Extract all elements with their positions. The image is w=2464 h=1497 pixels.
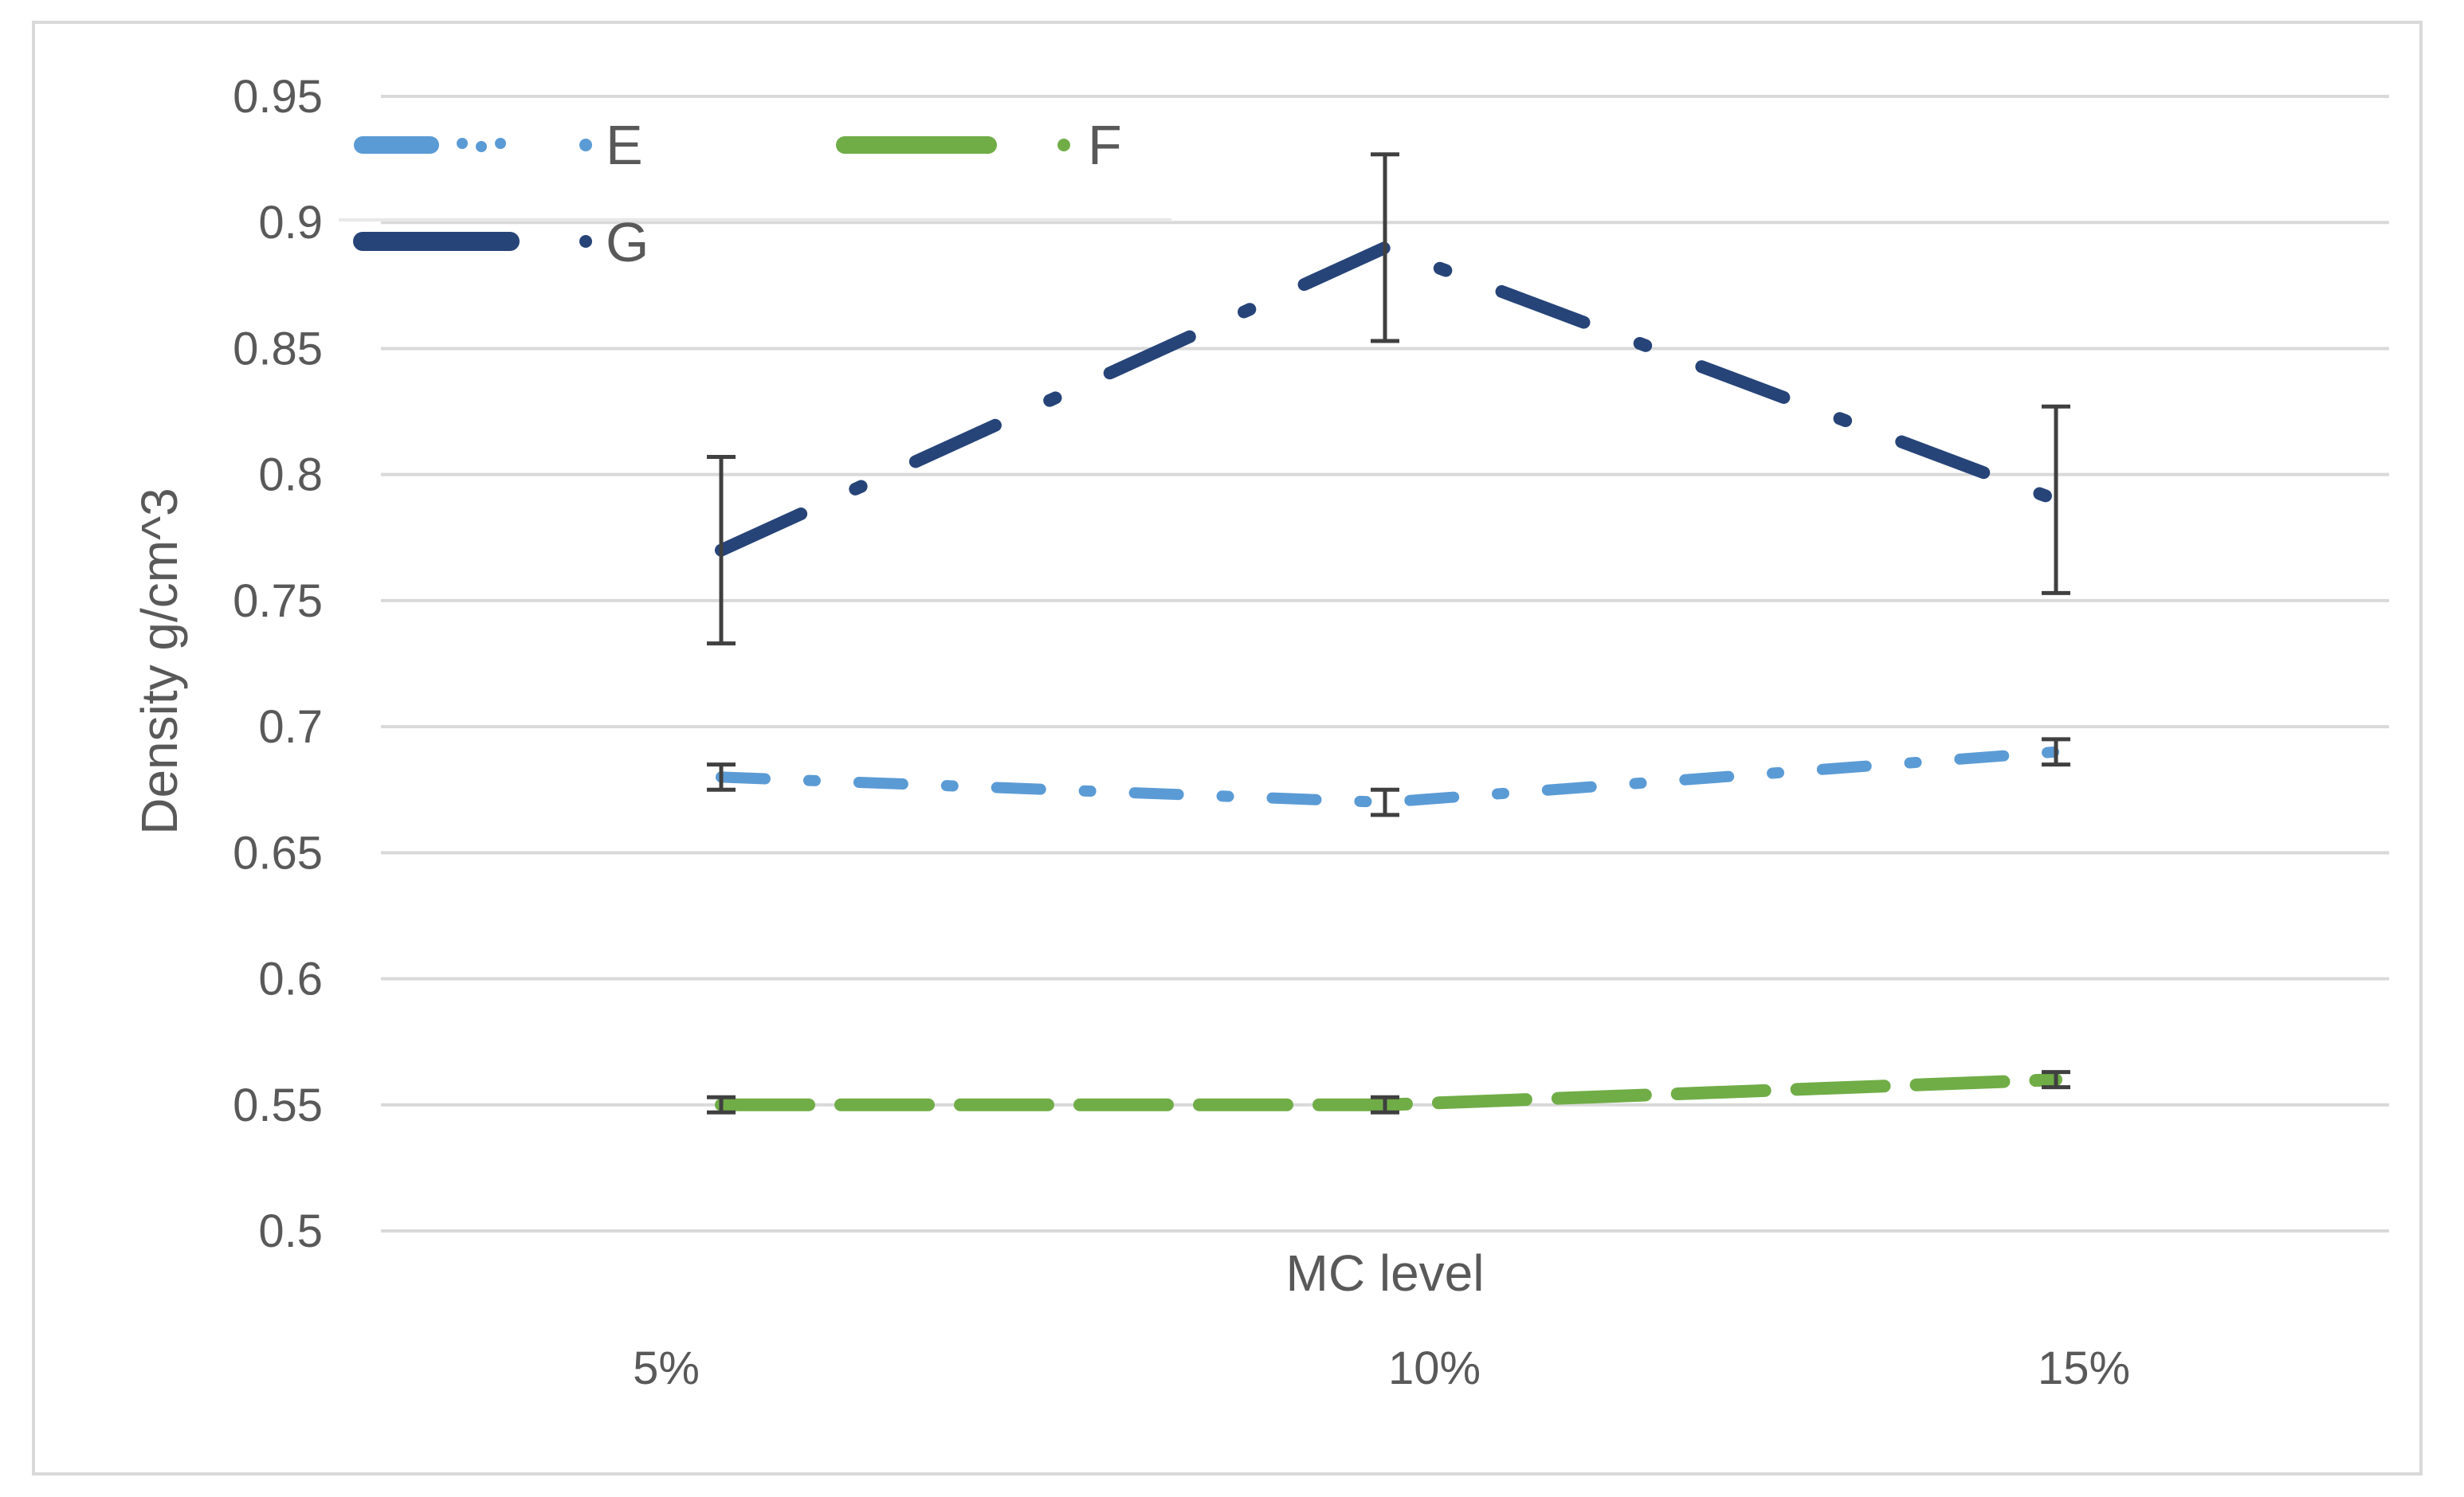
x-axis-title: MC level — [1286, 1244, 1485, 1302]
error-bar-f — [1371, 1095, 1399, 1115]
error-bars — [707, 152, 2070, 1115]
x-tick-label: 5% — [633, 1342, 700, 1394]
error-bar-f — [707, 1095, 736, 1115]
y-tick-label: 0.5 — [258, 1205, 323, 1257]
error-bar-g — [2042, 404, 2070, 595]
series-lines — [715, 241, 2062, 1111]
legend-dot-e — [579, 139, 592, 151]
series-line-e — [716, 746, 2062, 809]
y-tick-label: 0.65 — [233, 827, 323, 879]
x-tick-label: 10% — [1388, 1342, 1481, 1394]
legend-entry-e[interactable]: E — [354, 114, 643, 176]
legend-entry-g[interactable]: G — [353, 211, 649, 273]
y-tick-label: 0.9 — [258, 197, 323, 249]
y-axis-title: Density g/cm^3 — [131, 488, 188, 835]
y-tick-label: 0.55 — [233, 1080, 323, 1131]
legend-marker-f — [950, 137, 963, 150]
y-tick-label: 0.85 — [233, 323, 323, 374]
legend-marker-e — [457, 138, 468, 149]
x-tick-label: 15% — [2038, 1342, 2130, 1394]
error-bar-e — [1371, 787, 1399, 817]
error-bar-g — [707, 455, 736, 646]
y-tick-label: 0.95 — [233, 71, 323, 123]
legend-label-f: F — [1088, 114, 1122, 176]
error-bar-g — [1371, 152, 1399, 343]
error-bar-e — [2042, 737, 2070, 767]
y-tick-label: 0.75 — [233, 575, 323, 627]
legend-marker-e — [495, 138, 506, 149]
error-bar-e — [707, 762, 736, 792]
error-bar-f — [2042, 1070, 2070, 1090]
series-line-f — [715, 1073, 2062, 1111]
y-axis-tick-labels: 0.5 0.55 0.6 0.65 0.7 0.75 0.8 0.85 0.9 0.95 — [233, 71, 323, 1257]
x-axis-tick-labels: 5% 10% 15% — [633, 1342, 2130, 1394]
legend-entry-f[interactable]: F — [836, 114, 1122, 176]
legend-label-e: E — [606, 114, 643, 176]
legend: E F G — [339, 114, 1171, 273]
legend-dot-g — [579, 235, 592, 248]
series-line-g — [715, 241, 2062, 557]
y-tick-label: 0.7 — [258, 701, 323, 753]
legend-dot-f — [1057, 139, 1070, 151]
chart-frame — [32, 21, 2423, 1475]
legend-marker-e — [476, 141, 487, 152]
y-tick-label: 0.8 — [258, 449, 323, 501]
legend-label-g: G — [606, 211, 649, 273]
y-tick-label: 0.6 — [258, 954, 323, 1005]
